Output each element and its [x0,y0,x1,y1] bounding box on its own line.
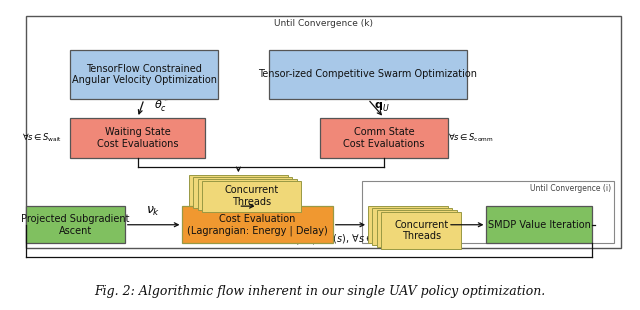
Text: Concurrent
Threads: Concurrent Threads [394,219,449,241]
Text: $\nu_k$: $\nu_k$ [147,205,161,218]
FancyBboxPatch shape [202,181,301,212]
FancyBboxPatch shape [193,177,292,208]
Text: Cost Evaluation
(Lagrangian: Energy | Delay): Cost Evaluation (Lagrangian: Energy | De… [188,214,328,236]
FancyBboxPatch shape [269,50,467,99]
Text: Output : $O^*(s)$, $\forall s{\in}S_{w,\rm nil}$ | $U^*(s)$, $\forall s{\in}S_{\: Output : $O^*(s)$, $\forall s{\in}S_{w,\… [184,232,404,248]
Text: Projected Subgradient
Ascent: Projected Subgradient Ascent [21,214,129,236]
Text: Until Convergence (k): Until Convergence (k) [274,19,372,28]
FancyBboxPatch shape [486,206,592,243]
FancyBboxPatch shape [70,50,218,99]
FancyBboxPatch shape [70,118,205,158]
Text: SMDP Value Iteration: SMDP Value Iteration [488,220,591,230]
Text: Concurrent
Threads: Concurrent Threads [225,185,279,207]
FancyBboxPatch shape [372,208,452,245]
FancyBboxPatch shape [198,179,297,210]
FancyBboxPatch shape [381,212,461,249]
FancyBboxPatch shape [368,206,448,243]
FancyBboxPatch shape [189,175,288,206]
FancyBboxPatch shape [26,206,125,243]
Text: Until Convergence (i): Until Convergence (i) [530,184,611,193]
FancyBboxPatch shape [182,206,333,243]
Text: TensorFlow Constrained
Angular Velocity Optimization: TensorFlow Constrained Angular Velocity … [72,64,216,85]
Text: $\mathbf{q}_U^*$: $\mathbf{q}_U^*$ [374,95,390,115]
FancyBboxPatch shape [320,118,448,158]
Text: Comm State
Cost Evaluations: Comm State Cost Evaluations [343,127,425,149]
Text: Waiting State
Cost Evaluations: Waiting State Cost Evaluations [97,127,179,149]
FancyBboxPatch shape [377,210,457,247]
Text: $\theta_c^*$: $\theta_c^*$ [154,95,168,115]
Text: $\forall s{\in}S_{\rm comm}$: $\forall s{\in}S_{\rm comm}$ [447,132,493,144]
Text: Fig. 2: Algorithmic flow inherent in our single UAV policy optimization.: Fig. 2: Algorithmic flow inherent in our… [94,285,546,298]
Text: Tensor-ized Competitive Swarm Optimization: Tensor-ized Competitive Swarm Optimizati… [259,69,477,79]
Text: $\forall s{\in}S_{\rm wait}$: $\forall s{\in}S_{\rm wait}$ [22,132,61,144]
